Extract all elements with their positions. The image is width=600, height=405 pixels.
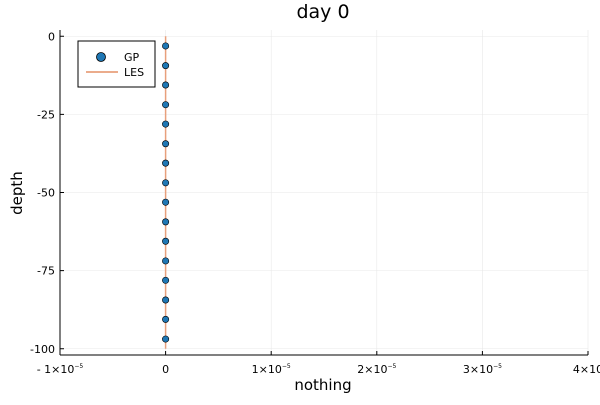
x-tick-label-mantissa: - 1×10	[37, 363, 75, 376]
gp-point	[162, 218, 170, 226]
x-tick-label-mantissa: 1×10	[252, 363, 282, 376]
x-tick-label-mantissa: 0	[162, 363, 169, 376]
grid-layer	[59, 30, 589, 355]
legend-box	[77, 40, 156, 88]
x-tick-label: 1×10−5	[252, 363, 291, 376]
x-tick-label-exponent: −5	[74, 363, 83, 370]
x-tick-label-mantissa: 2×10	[357, 363, 387, 376]
y-tick-label: -50	[37, 187, 55, 200]
y-tick-label: -100	[30, 343, 55, 356]
gp-point	[162, 81, 170, 89]
gp-point	[162, 296, 170, 304]
x-tick-label-mantissa: 3×10	[463, 363, 493, 376]
series-layer	[162, 36, 170, 349]
gp-point	[162, 335, 170, 343]
gp-point	[162, 120, 170, 128]
gp-point	[162, 159, 170, 167]
y-tick-label: -25	[37, 108, 55, 121]
gp-point	[162, 140, 170, 148]
x-tick-label-exponent: −5	[493, 363, 502, 370]
gp-point	[162, 257, 170, 265]
gp-point	[162, 101, 170, 109]
gp-point	[162, 62, 170, 70]
x-tick-label-exponent: −5	[387, 363, 396, 370]
gp-point	[162, 42, 170, 50]
x-axis-label: nothing	[294, 376, 351, 394]
gp-point	[162, 198, 170, 206]
x-tick-label-mantissa: 4×10	[573, 363, 600, 376]
y-axis-label: depth	[8, 171, 26, 215]
x-tick-label: 2×10−5	[357, 363, 396, 376]
legend-les-label: LES	[124, 66, 144, 79]
ticks-layer: - 1×10−5 0 1×10−5 2×10−5 3×10−5 4×100-25-50-7…	[30, 30, 600, 376]
gp-point	[162, 179, 170, 187]
gp-point	[162, 315, 170, 323]
x-tick-label: 0	[162, 363, 169, 376]
x-tick-label-exponent: −5	[282, 363, 291, 370]
chart-title: day 0	[296, 1, 349, 23]
legend: GP LES	[77, 40, 156, 88]
gp-point	[162, 237, 170, 245]
y-tick-label: -75	[37, 265, 55, 278]
gp-point	[162, 276, 170, 284]
x-tick-label: 4×10	[573, 363, 600, 376]
x-tick-label: - 1×10−5	[37, 363, 84, 376]
x-tick-label: 3×10−5	[463, 363, 502, 376]
legend-gp-label: GP	[124, 51, 140, 64]
legend-gp-marker	[96, 52, 106, 62]
y-tick-label: 0	[48, 30, 55, 43]
